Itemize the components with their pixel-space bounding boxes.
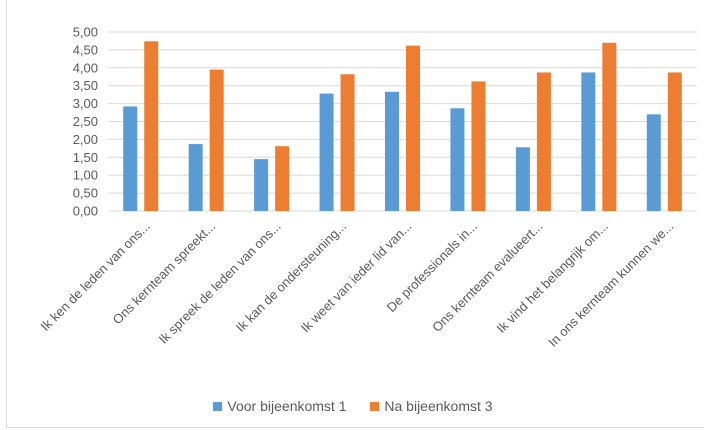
bar-series-2-cat-1: [144, 41, 159, 211]
y-tick-label: 4,00: [73, 60, 98, 75]
x-category-label: Ik vind het belangrijk om...: [494, 219, 611, 336]
bar-series-1-cat-5: [385, 91, 399, 211]
y-tick-label: 3,50: [73, 78, 98, 93]
x-category-label: Ik weet van ieder lid van...: [298, 219, 415, 336]
legend: Voor bijeenkomst 1 Na bijeenkomst 3: [0, 398, 706, 414]
bar-series-1-cat-6: [450, 108, 465, 211]
legend-swatch-series-2: [370, 402, 380, 411]
bar-series-1-cat-8: [581, 72, 596, 211]
legend-item-series-2: Na bijeenkomst 3: [370, 398, 493, 414]
y-tick-label: 4,50: [73, 42, 98, 57]
bar-chart: 0,00 0,50 1,00 1,50 2,00 2,50 3,00 3,50 4,00 4,50…: [37, 25, 697, 350]
x-category-label: Ik spreek de leden van ons...: [156, 219, 284, 347]
bar-series-2-cat-7: [536, 72, 551, 211]
legend-swatch-series-1: [213, 402, 223, 411]
bar-series-2-cat-6: [471, 81, 486, 212]
y-tick-label: 1,00: [73, 168, 98, 183]
legend-label-series-2: Na bijeenkomst 3: [384, 398, 493, 414]
bar-series-1-cat-7: [515, 147, 530, 211]
bar-series-2-cat-5: [406, 45, 420, 211]
y-tick-label: 5,00: [73, 25, 98, 40]
x-category-label: Ons kernteam evalueert...: [429, 219, 545, 335]
bar-series-2-cat-3: [275, 146, 290, 211]
bar-series-1-cat-9: [646, 114, 661, 211]
y-tick-label: 2,00: [73, 132, 98, 147]
x-category-label: Ik ken de leden van ons...: [37, 219, 152, 334]
y-tick-label: 0,50: [73, 186, 98, 201]
y-tick-label: 3,00: [73, 96, 98, 111]
bar-series-2-cat-9: [667, 72, 682, 211]
x-category-label: Ik kan de ondersteuning...: [233, 219, 349, 335]
bar-series-1-cat-1: [123, 106, 138, 211]
legend-item-series-1: Voor bijeenkomst 1: [213, 398, 347, 414]
bar-series-1-cat-2: [188, 144, 203, 211]
x-category-label: In ons kernteam kunnen we...: [545, 219, 676, 350]
bar-series-1-cat-4: [319, 93, 334, 211]
bar-series-2-cat-4: [340, 74, 355, 211]
bar-series-1-cat-3: [254, 159, 269, 211]
y-tick-label: 1,50: [73, 150, 98, 165]
chart-frame: [6, 0, 704, 428]
bar-series-2-cat-8: [602, 42, 617, 211]
legend-label-series-1: Voor bijeenkomst 1: [227, 398, 347, 414]
bar-series-2-cat-2: [209, 69, 224, 211]
y-tick-label: 0,00: [73, 204, 98, 219]
y-tick-label: 2,50: [73, 114, 98, 129]
